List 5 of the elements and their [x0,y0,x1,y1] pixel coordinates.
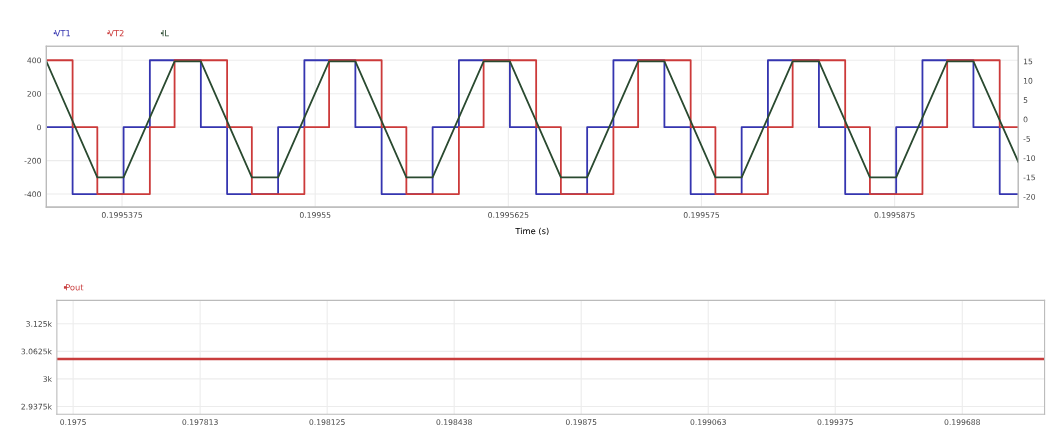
legend-label: VT1 [54,30,70,37]
x-axis-title: Time (s) [515,227,549,236]
legend-label: IL [162,30,169,37]
legend-label: VT2 [108,29,124,37]
legend-label: Pout [66,284,84,291]
